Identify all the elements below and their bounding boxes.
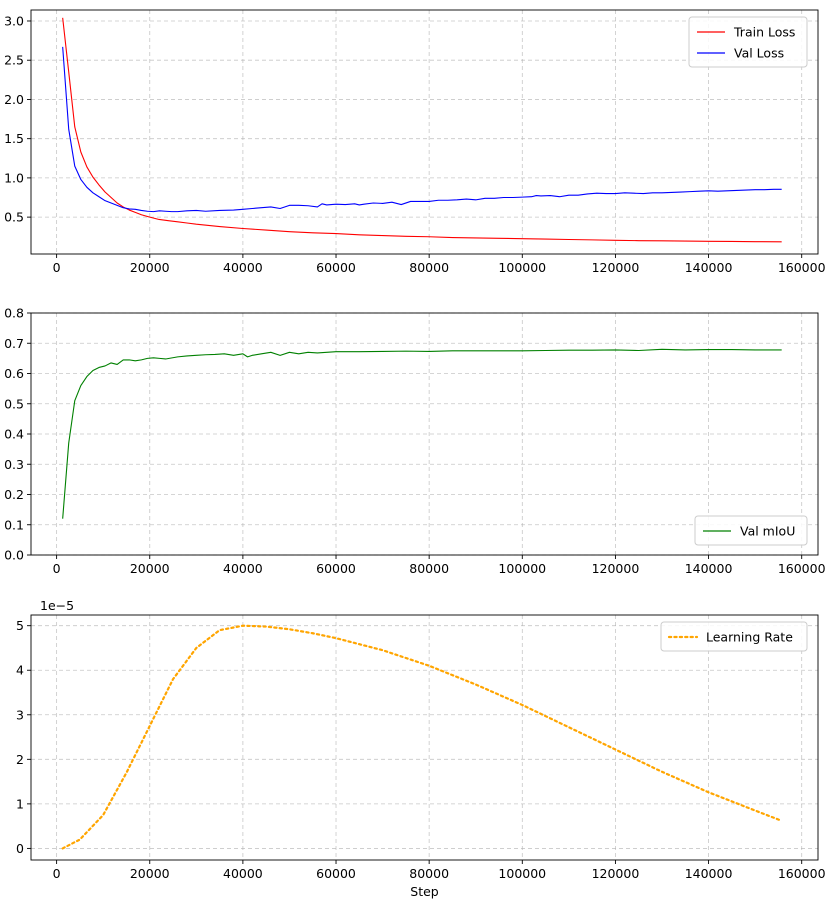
x-tick-label: 140000	[685, 866, 733, 881]
x-tick-label: 100000	[498, 561, 546, 576]
legend-label: Train Loss	[733, 25, 795, 40]
x-tick-label: 40000	[223, 260, 263, 275]
x-tick-label: 140000	[685, 260, 733, 275]
y-tick-label: 3.0	[4, 13, 24, 28]
y-tick-label: 0	[16, 841, 24, 856]
x-tick-label: 160000	[778, 866, 826, 881]
y-tick-label: 0.3	[4, 457, 24, 472]
y-tick-label: 2.5	[4, 53, 24, 68]
x-tick-label: 80000	[409, 866, 449, 881]
x-tick-label: 40000	[223, 866, 263, 881]
y-tick-label: 2.0	[4, 92, 24, 107]
series-line-train-loss	[62, 17, 782, 243]
x-tick-label: 160000	[778, 260, 826, 275]
y-tick-label: 4	[16, 663, 24, 678]
x-tick-label: 0	[53, 866, 61, 881]
legend-box	[660, 621, 808, 652]
x-tick-label: 60000	[316, 561, 356, 576]
series-line-val-loss	[62, 46, 782, 213]
y-tick-label: 0.7	[4, 336, 24, 351]
legend: Val mIoU	[694, 515, 808, 546]
legend-label: Val Loss	[734, 46, 784, 61]
chart-panel-2: 0 20000 40000 60000 80000 100000 120000 140000 1…	[4, 306, 825, 577]
legend: Learning Rate	[660, 621, 808, 652]
series-line-learning-rate	[61, 624, 783, 850]
y-tick-label: 0.5	[4, 396, 24, 411]
legend-box	[688, 16, 808, 68]
y-tick-label: 0.6	[4, 366, 24, 381]
x-tick-label: 120000	[592, 561, 640, 576]
x-tick-label: 160000	[778, 561, 826, 576]
y-tick-label: 1.0	[4, 170, 24, 185]
y-tick-label: 0.4	[4, 427, 24, 442]
x-tick-label: 100000	[498, 866, 546, 881]
y-tick-label: 0.8	[4, 306, 24, 321]
x-tick-label: 20000	[130, 260, 170, 275]
y-tick-label: 2	[16, 752, 24, 767]
x-tick-label: 100000	[498, 260, 546, 275]
y-tick-label: 5	[16, 618, 24, 633]
legend-box	[694, 515, 808, 546]
x-tick-label: 0	[53, 561, 61, 576]
x-tick-label: 60000	[316, 260, 356, 275]
axes-frame	[30, 9, 819, 255]
x-tick-label: 120000	[592, 866, 640, 881]
y-offset-label: 1e−5	[40, 598, 74, 613]
x-tick-label: 140000	[685, 561, 733, 576]
y-tick-label: 1	[16, 796, 24, 811]
x-tick-label: 0	[53, 260, 61, 275]
series-line-val-miou	[62, 348, 782, 519]
x-tick-label: 60000	[316, 866, 356, 881]
y-tick-label: 3	[16, 707, 24, 722]
x-axis-label: Step	[410, 884, 439, 899]
x-tick-label: 40000	[223, 561, 263, 576]
y-tick-label: 0.1	[4, 517, 24, 532]
y-tick-label: 0.2	[4, 487, 24, 502]
x-tick-label: 80000	[409, 561, 449, 576]
legend-label: Val mIoU	[740, 524, 795, 539]
chart-panel-1: 0 20000 40000 60000 80000 100000 120000 140000 1…	[4, 9, 826, 275]
legend: Train Loss Val Loss	[688, 16, 808, 68]
x-tick-label: 20000	[130, 866, 170, 881]
axes-frame	[30, 614, 819, 861]
y-tick-label: 0.0	[4, 548, 24, 563]
x-tick-label: 20000	[130, 561, 170, 576]
chart-panel-3: 0 20000 40000 60000 80000 100000 120000 140000 1…	[16, 598, 826, 899]
x-tick-label: 120000	[592, 260, 640, 275]
y-tick-label: 0.5	[4, 210, 24, 225]
legend-label: Learning Rate	[706, 630, 793, 645]
x-tick-label: 80000	[409, 260, 449, 275]
y-tick-label: 1.5	[4, 131, 24, 146]
